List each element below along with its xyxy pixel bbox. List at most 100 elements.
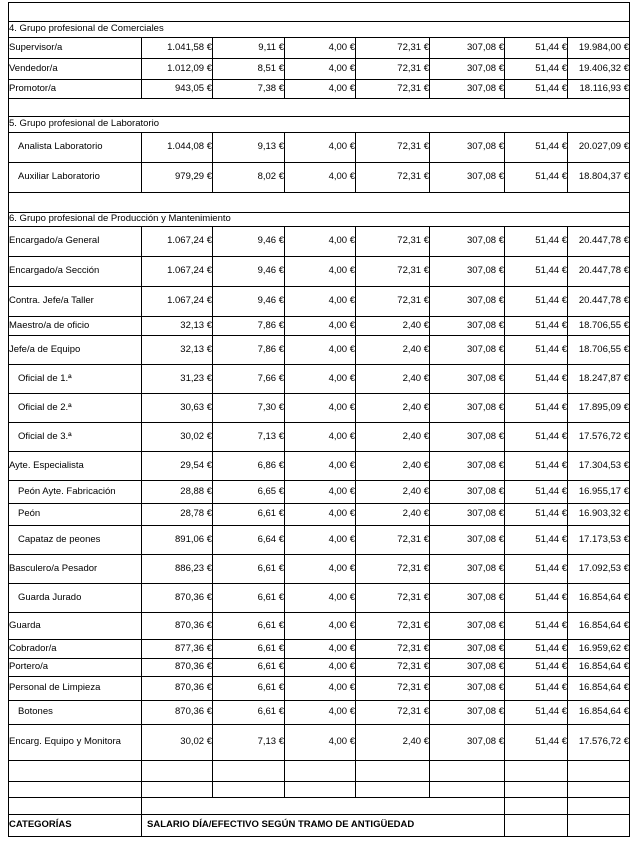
- value-cell: 9,11 €: [212, 37, 285, 59]
- table-row-empty_full: [8, 98, 630, 117]
- value-cell: 307,08 €: [429, 451, 505, 481]
- value-cell: 72,31 €: [355, 658, 430, 677]
- empty-cell: [429, 781, 505, 798]
- empty-cell: [355, 781, 430, 798]
- value-cell: 16.854,64 €: [567, 612, 630, 640]
- value-cell: 72,31 €: [355, 554, 430, 584]
- value-cell: 307,08 €: [429, 256, 505, 287]
- value-cell: 28,78 €: [141, 503, 213, 526]
- empty-cell: [567, 797, 630, 815]
- table-row-data: Vendedor/a 1.012,09 €8,51 €4,00 €72,31 €3…: [8, 58, 630, 80]
- value-cell: 51,44 €: [504, 316, 568, 336]
- value-cell: 51,44 €: [504, 256, 568, 287]
- category-cell: Jefe/a de Equipo: [8, 335, 142, 365]
- value-cell: 6,61 €: [212, 658, 285, 677]
- value-cell: 51,44 €: [504, 37, 568, 59]
- value-cell: 72,31 €: [355, 226, 430, 257]
- table-row-section_header: 4. Grupo profesional de Comerciales: [8, 21, 630, 38]
- value-cell: 870,36 €: [141, 658, 213, 677]
- value-cell: 870,36 €: [141, 612, 213, 640]
- empty-cell: [8, 760, 142, 782]
- value-cell: 51,44 €: [504, 422, 568, 452]
- empty-cell: [141, 760, 213, 782]
- value-cell: 7,86 €: [212, 316, 285, 336]
- value-cell: 72,31 €: [355, 58, 430, 80]
- value-cell: 1.067,24 €: [141, 226, 213, 257]
- category-cell: Supervisor/a: [8, 37, 142, 59]
- value-cell: 72,31 €: [355, 639, 430, 659]
- category-cell: Ayte. Especialista: [8, 451, 142, 481]
- value-cell: 16.959,62 €: [567, 639, 630, 659]
- category-cell: Encargado/a General: [8, 226, 142, 257]
- value-cell: 307,08 €: [429, 79, 505, 99]
- category-cell: Personal de Limpieza: [8, 676, 142, 701]
- value-cell: 2,40 €: [355, 480, 430, 504]
- value-cell: 2,40 €: [355, 422, 430, 452]
- value-cell: 307,08 €: [429, 554, 505, 584]
- empty-spacer-cell: [8, 2, 630, 22]
- category-cell: Guarda Jurado: [8, 583, 142, 613]
- value-cell: 7,38 €: [212, 79, 285, 99]
- value-cell: 18.706,55 €: [567, 335, 630, 365]
- value-cell: 307,08 €: [429, 58, 505, 80]
- value-cell: 51,44 €: [504, 612, 568, 640]
- category-cell: Basculero/a Pesador: [8, 554, 142, 584]
- value-cell: 886,23 €: [141, 554, 213, 584]
- category-cell: Contra. Jefe/a Taller: [8, 286, 142, 317]
- value-cell: 307,08 €: [429, 37, 505, 59]
- value-cell: 30,02 €: [141, 724, 213, 761]
- value-cell: 877,36 €: [141, 639, 213, 659]
- table-row-data: Guarda 870,36 €6,61 €4,00 €72,31 €307,08 …: [8, 612, 630, 640]
- value-cell: 6,61 €: [212, 583, 285, 613]
- empty-cell: [212, 760, 285, 782]
- value-cell: 17.173,53 €: [567, 525, 630, 555]
- value-cell: 20.447,78 €: [567, 286, 630, 317]
- table-row-data: Encarg. Equipo y Monitora 30,02 €7,13 €4,…: [8, 724, 630, 761]
- empty-cell: [567, 814, 630, 837]
- value-cell: 2,40 €: [355, 393, 430, 423]
- category-cell: Vendedor/a: [8, 58, 142, 80]
- value-cell: 7,86 €: [212, 335, 285, 365]
- table-row-empty_merged: [8, 797, 630, 815]
- value-cell: 307,08 €: [429, 658, 505, 677]
- value-cell: 307,08 €: [429, 286, 505, 317]
- value-cell: 943,05 €: [141, 79, 213, 99]
- value-cell: 307,08 €: [429, 162, 505, 193]
- value-cell: 72,31 €: [355, 79, 430, 99]
- category-cell: Portero/a: [8, 658, 142, 677]
- value-cell: 72,31 €: [355, 132, 430, 163]
- footer-title-cell: SALARIO DÍA/EFECTIVO SEGÚN TRAMO DE ANTI…: [141, 814, 505, 837]
- table-row-data: Contra. Jefe/a Taller 1.067,24 €9,46 €4,0…: [8, 286, 630, 317]
- empty-spacer-cell: [8, 98, 630, 117]
- value-cell: 307,08 €: [429, 676, 505, 701]
- category-cell: Auxiliar Laboratorio: [8, 162, 142, 193]
- value-cell: 51,44 €: [504, 700, 568, 725]
- value-cell: 51,44 €: [504, 393, 568, 423]
- value-cell: 4,00 €: [284, 525, 356, 555]
- value-cell: 7,13 €: [212, 724, 285, 761]
- value-cell: 17.895,09 €: [567, 393, 630, 423]
- value-cell: 870,36 €: [141, 583, 213, 613]
- category-cell: Botones: [8, 700, 142, 725]
- value-cell: 4,00 €: [284, 79, 356, 99]
- value-cell: 870,36 €: [141, 700, 213, 725]
- table-row-data: Portero/a 870,36 €6,61 €4,00 €72,31 €307,…: [8, 658, 630, 677]
- value-cell: 51,44 €: [504, 583, 568, 613]
- value-cell: 72,31 €: [355, 162, 430, 193]
- table-row-data: Maestro/a de oficio 32,13 €7,86 €4,00 €2,…: [8, 316, 630, 336]
- value-cell: 29,54 €: [141, 451, 213, 481]
- value-cell: 51,44 €: [504, 639, 568, 659]
- value-cell: 307,08 €: [429, 316, 505, 336]
- value-cell: 18.247,87 €: [567, 364, 630, 394]
- value-cell: 1.067,24 €: [141, 286, 213, 317]
- value-cell: 6,61 €: [212, 639, 285, 659]
- table-row-data: Basculero/a Pesador 886,23 €6,61 €4,00 €7…: [8, 554, 630, 584]
- value-cell: 17.576,72 €: [567, 422, 630, 452]
- value-cell: 51,44 €: [504, 554, 568, 584]
- section-header-cell: 6. Grupo profesional de Producción y Man…: [8, 212, 630, 227]
- value-cell: 72,31 €: [355, 700, 430, 725]
- value-cell: 8,02 €: [212, 162, 285, 193]
- value-cell: 6,65 €: [212, 480, 285, 504]
- value-cell: 20.447,78 €: [567, 256, 630, 287]
- empty-cell: [504, 781, 568, 798]
